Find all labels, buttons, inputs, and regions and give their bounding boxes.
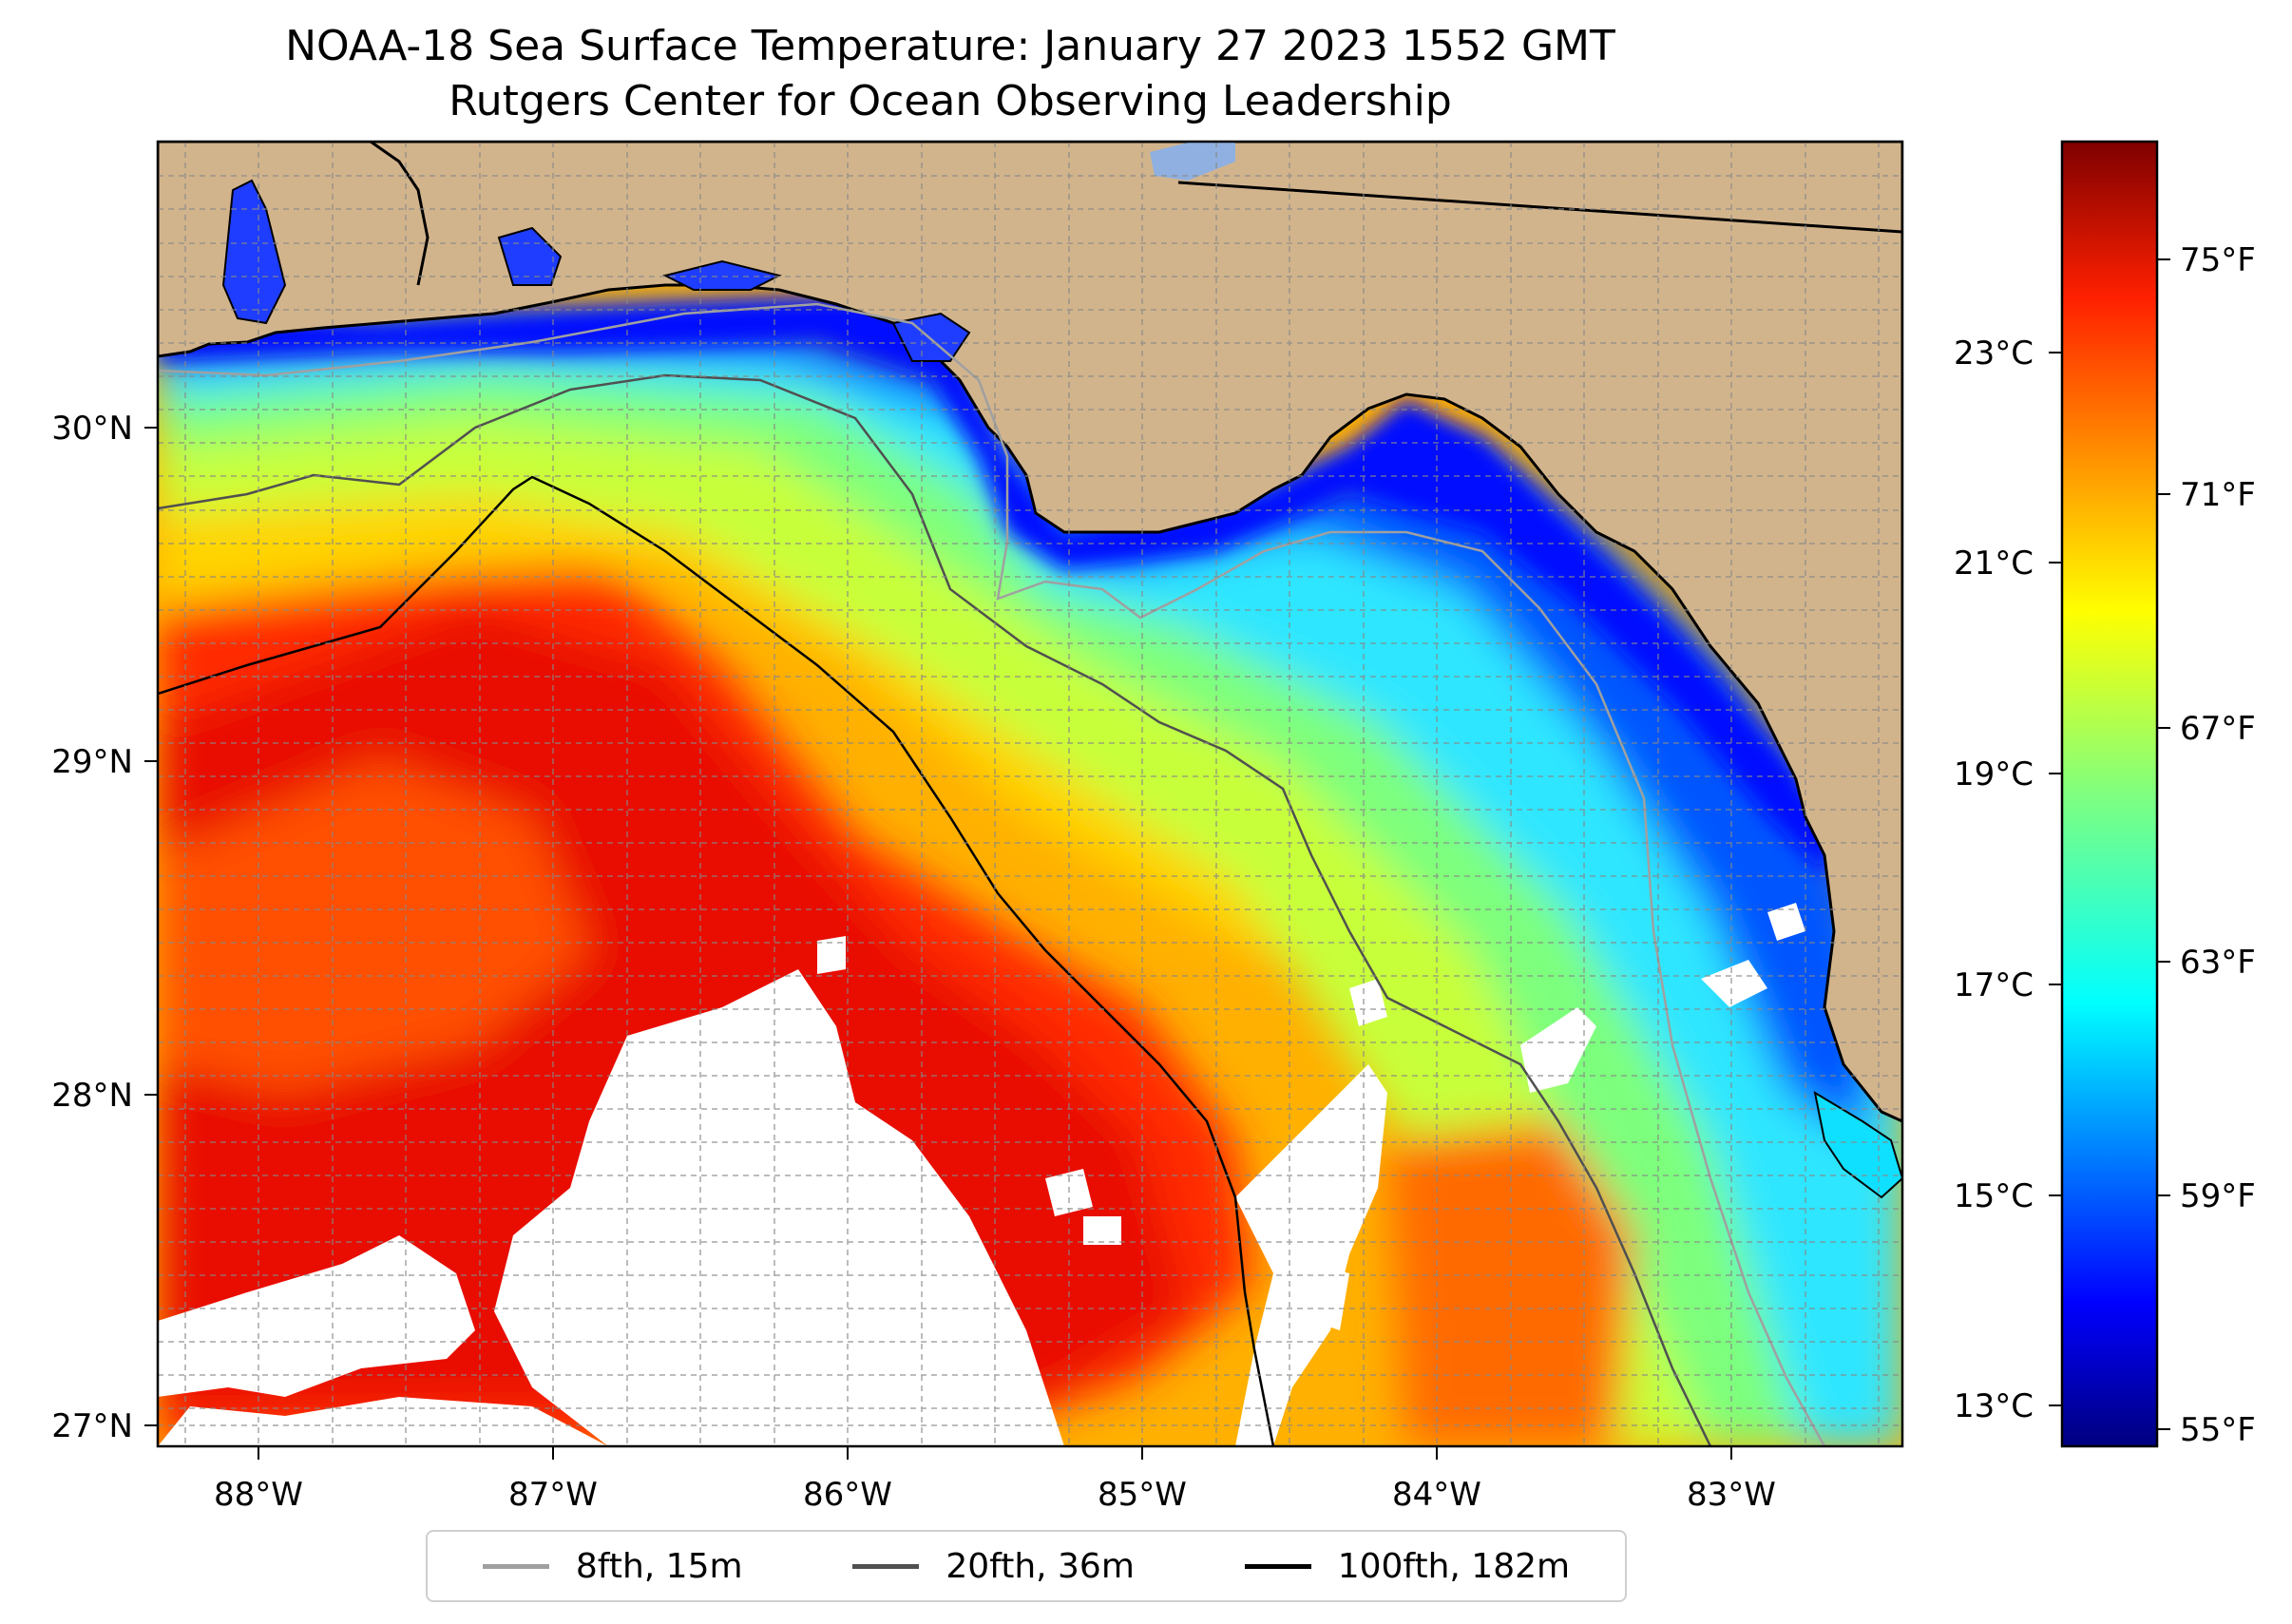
axis-ticks bbox=[144, 427, 1732, 1460]
fahrenheit-label: 63°F bbox=[2180, 944, 2256, 982]
lat-label: 27°N bbox=[51, 1407, 133, 1445]
lat-label: 30°N bbox=[51, 410, 133, 448]
celsius-label: 19°C bbox=[1954, 755, 2034, 793]
legend-label: 100fth, 182m bbox=[1337, 1546, 1571, 1586]
colorbar bbox=[2060, 140, 2159, 1448]
fahrenheit-label: 59°F bbox=[2180, 1177, 2256, 1215]
legend-swatch bbox=[1244, 1563, 1311, 1569]
fahrenheit-label: 55°F bbox=[2180, 1411, 2256, 1449]
gridlines bbox=[158, 142, 1902, 1446]
celsius-label: 17°C bbox=[1954, 966, 2034, 1004]
coastal-cold-fringe bbox=[158, 295, 1834, 874]
lake bbox=[1150, 143, 1235, 181]
fahrenheit-label: 75°F bbox=[2180, 241, 2256, 279]
celsius-label: 13°C bbox=[1954, 1387, 2034, 1425]
title-line-1: NOAA-18 Sea Surface Temperature: January… bbox=[285, 22, 1615, 70]
lon-label: 84°W bbox=[1392, 1476, 1481, 1514]
fahrenheit-label: 67°F bbox=[2180, 710, 2256, 748]
lat-label: 28°N bbox=[51, 1077, 133, 1115]
lon-label: 88°W bbox=[214, 1476, 303, 1514]
legend-swatch bbox=[852, 1563, 920, 1569]
bay-inlet bbox=[662, 259, 782, 291]
state-border bbox=[370, 142, 430, 286]
lon-label: 85°W bbox=[1098, 1476, 1187, 1514]
lon-label: 86°W bbox=[803, 1476, 892, 1514]
legend-item-100fth: 100fth, 182m bbox=[1244, 1546, 1571, 1586]
celsius-label: 15°C bbox=[1954, 1177, 2034, 1215]
lon-label: 87°W bbox=[508, 1476, 598, 1514]
state-border bbox=[1177, 181, 1902, 234]
bay-inlet bbox=[891, 312, 971, 362]
contour-8fth bbox=[158, 302, 1826, 1446]
contour-20fth bbox=[158, 373, 1712, 1446]
land-mass bbox=[158, 142, 1902, 1123]
fahrenheit-label: 71°F bbox=[2180, 476, 2256, 514]
legend-label: 8fth, 15m bbox=[575, 1546, 743, 1586]
lon-label: 83°W bbox=[1687, 1476, 1776, 1514]
celsius-label: 21°C bbox=[1954, 545, 2034, 583]
legend-label: 20fth, 36m bbox=[945, 1546, 1135, 1586]
contour-legend: 8fth, 15m 20fth, 36m 100fth, 182m bbox=[426, 1530, 1627, 1602]
legend-swatch bbox=[482, 1563, 549, 1569]
celsius-label: 23°C bbox=[1954, 334, 2034, 373]
map-frame bbox=[156, 140, 1904, 1448]
lat-label: 29°N bbox=[51, 743, 133, 781]
colorbar-ticks bbox=[2049, 258, 2170, 1430]
legend-item-8fth: 8fth, 15m bbox=[482, 1546, 743, 1586]
legend-item-20fth: 20fth, 36m bbox=[852, 1547, 1135, 1586]
title-line-2: Rutgers Center for Ocean Observing Leade… bbox=[449, 77, 1452, 125]
contour-100fth bbox=[158, 475, 1275, 1446]
bay-inlet bbox=[497, 226, 563, 286]
tampa-bay bbox=[1813, 1090, 1902, 1199]
